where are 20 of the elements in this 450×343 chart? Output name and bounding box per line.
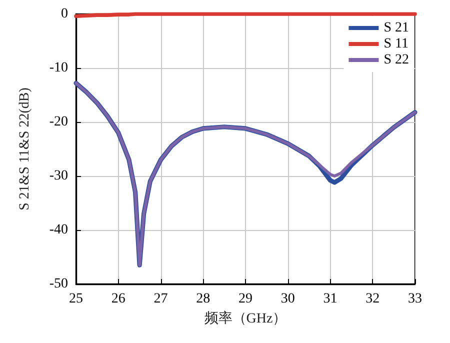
legend-label: S 22	[384, 52, 410, 68]
y-tick-label: -10	[49, 60, 68, 76]
x-tick-label: 28	[196, 292, 210, 306]
y-tick-label: -50	[49, 276, 68, 292]
x-tick-label: 26	[111, 292, 126, 306]
x-tick-label: 29	[238, 292, 252, 306]
y-tick-label: -30	[49, 168, 68, 184]
y-tick-label: -20	[49, 114, 68, 130]
x-axis-title: 频率（GHz）	[204, 310, 287, 326]
x-tick-label: 25	[69, 292, 83, 306]
x-tick-label: 30	[280, 292, 295, 306]
x-tick-label: 33	[408, 292, 422, 306]
x-tick-label: 31	[323, 292, 338, 306]
x-tick-label: 32	[366, 292, 380, 306]
legend-label: S 11	[384, 36, 408, 52]
y-tick-label: -40	[49, 222, 68, 238]
legend-label: S 21	[384, 20, 410, 36]
y-tick-label: 0	[61, 6, 68, 22]
x-tick-label: 27	[154, 292, 168, 306]
y-axis-title: S 21&S 11&S 22(dB)	[18, 87, 32, 210]
